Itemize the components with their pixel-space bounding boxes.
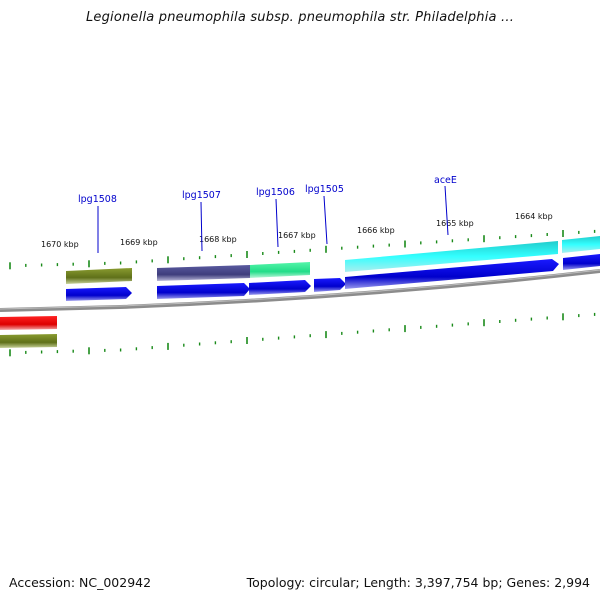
genome-summary-text: Topology: circular; Length: 3,397,754 bp… xyxy=(246,575,590,590)
top-tick-track xyxy=(9,229,596,270)
gene-arrow-lpg1508[interactable] xyxy=(66,287,132,301)
accession-text: Accession: NC_002942 xyxy=(9,575,152,590)
leader-line xyxy=(444,185,449,236)
gene-label-acee[interactable]: aceE xyxy=(434,175,457,236)
gene-label-lpg1506[interactable]: lpg1506 xyxy=(256,187,295,248)
feature-bar-red[interactable] xyxy=(0,316,57,330)
gene-label-lpg1507[interactable]: lpg1507 xyxy=(182,190,221,252)
gene-arrow-lpg1507[interactable] xyxy=(157,283,250,299)
feature-bar-mint[interactable] xyxy=(250,262,310,278)
genome-backbone xyxy=(0,269,600,312)
feature-bar-cyan-acee[interactable] xyxy=(345,241,558,272)
bottom-tick-track xyxy=(9,312,596,357)
gene-arrow-lpg1506[interactable] xyxy=(249,280,311,295)
gene-name-text: lpg1506 xyxy=(256,187,295,198)
map-title: Legionella pneumophila subsp. pneumophil… xyxy=(85,10,515,25)
kbp-label-1665: 1665 kbp xyxy=(436,219,474,228)
gene-arrow-right-partial[interactable] xyxy=(563,254,600,270)
gene-name-text: lpg1505 xyxy=(305,184,344,195)
gene-name-text: lpg1507 xyxy=(182,190,221,201)
genome-backbone-highlight xyxy=(0,269,600,310)
gene-name-text: aceE xyxy=(434,175,457,186)
gene-arrow-lpg1505[interactable] xyxy=(314,278,346,292)
feature-bar-olive[interactable] xyxy=(66,268,132,284)
feature-bar-cyan-right[interactable] xyxy=(562,236,600,253)
gene-label-lpg1508[interactable]: lpg1508 xyxy=(78,194,117,253)
leader-line xyxy=(275,198,279,248)
leader-line xyxy=(200,201,203,252)
kbp-label-1669: 1669 kbp xyxy=(120,238,158,247)
gene-arrow-acee[interactable] xyxy=(345,259,559,289)
leader-line xyxy=(323,195,328,245)
feature-bar-olive-lower[interactable] xyxy=(0,334,57,348)
kbp-label-1666: 1666 kbp xyxy=(357,226,395,235)
feature-bar-purple[interactable] xyxy=(157,265,250,281)
kbp-label-1670: 1670 kbp xyxy=(41,240,79,249)
kbp-label-1667: 1667 kbp xyxy=(278,231,316,240)
kbp-label-1664: 1664 kbp xyxy=(515,212,553,221)
kbp-label-1668: 1668 kbp xyxy=(199,235,237,244)
gene-name-text: lpg1508 xyxy=(78,194,117,205)
gene-label-lpg1505[interactable]: lpg1505 xyxy=(305,184,344,245)
